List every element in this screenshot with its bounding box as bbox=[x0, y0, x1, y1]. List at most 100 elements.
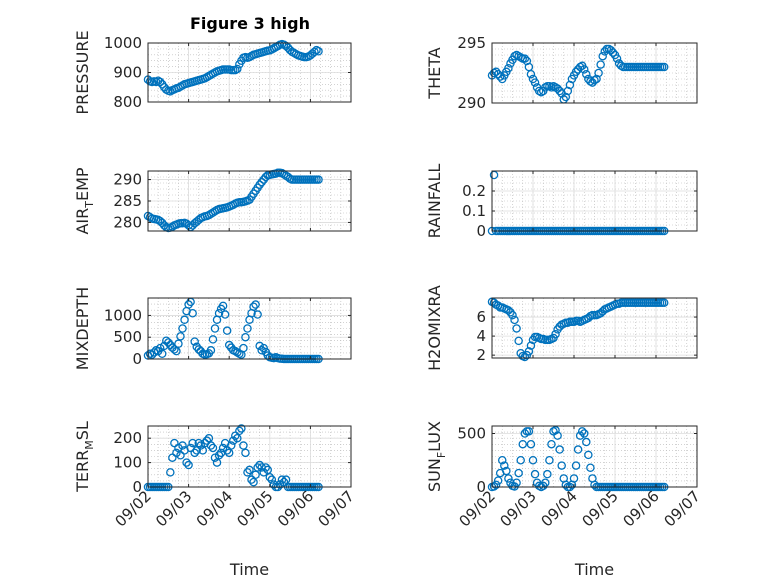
data-point bbox=[279, 477, 289, 487]
data-point bbox=[659, 298, 669, 308]
data-point bbox=[561, 480, 571, 490]
data-point bbox=[241, 332, 250, 342]
y-axis-label-subscript: T bbox=[83, 201, 96, 209]
subplot-mixdepth: 0 500 1000 MIXDEPTH bbox=[73, 287, 352, 370]
data-point bbox=[257, 346, 266, 355]
data-point bbox=[493, 476, 503, 485]
subplot-theta: 290 295 THETA bbox=[425, 34, 698, 112]
data-point bbox=[526, 341, 536, 350]
data-point bbox=[659, 62, 669, 72]
data-point bbox=[575, 431, 585, 440]
data-point bbox=[504, 474, 513, 483]
data-point bbox=[253, 463, 262, 472]
data-point bbox=[608, 48, 618, 57]
data-point bbox=[226, 441, 236, 450]
y-axis-label-main: AIR bbox=[73, 208, 92, 235]
y-axis-label: TERRMSL bbox=[73, 421, 96, 493]
data-point bbox=[155, 77, 165, 87]
axes-box bbox=[147, 425, 352, 488]
y-tick-label: 0.2 bbox=[462, 182, 486, 200]
data-point bbox=[569, 474, 579, 483]
data-point bbox=[555, 445, 564, 454]
data-point bbox=[210, 324, 220, 333]
data-point bbox=[176, 451, 185, 460]
data-point bbox=[253, 310, 262, 319]
y-tick-label: 800 bbox=[113, 93, 142, 111]
data-point bbox=[178, 441, 187, 450]
data-point bbox=[239, 343, 248, 353]
data-point bbox=[235, 426, 244, 436]
data-point bbox=[310, 47, 319, 57]
data-point bbox=[600, 47, 610, 56]
y-tick-label: 900 bbox=[113, 64, 142, 82]
data-point bbox=[524, 427, 534, 436]
axes-box bbox=[491, 297, 698, 359]
data-point bbox=[251, 300, 260, 309]
y-tick-label: 0 bbox=[476, 478, 486, 496]
data-point bbox=[188, 438, 197, 448]
data-point bbox=[598, 51, 607, 61]
y-axis-label-tail: LUX bbox=[425, 421, 444, 452]
y-axis-label-main: THETA bbox=[425, 47, 444, 99]
y-axis-label: THETA bbox=[425, 47, 444, 99]
figure-title: Figure 3 high bbox=[190, 14, 310, 33]
data-point bbox=[528, 455, 538, 465]
data-point bbox=[551, 426, 560, 435]
data-point bbox=[545, 455, 554, 465]
data-point bbox=[314, 175, 323, 184]
data-point bbox=[508, 310, 517, 320]
data-point bbox=[245, 465, 254, 475]
data-point bbox=[541, 478, 550, 487]
y-tick-label: 0 bbox=[476, 222, 486, 240]
data-point bbox=[584, 450, 593, 460]
data-point bbox=[489, 482, 499, 491]
data-point bbox=[582, 437, 591, 447]
data-point bbox=[520, 352, 530, 362]
axes-box bbox=[491, 42, 698, 104]
y-axis-label: RAINFALL bbox=[425, 164, 444, 239]
data-point bbox=[502, 466, 511, 476]
y-tick-label: 0 bbox=[132, 478, 142, 496]
subplot-h2omixra: 246 H2OMIXRA bbox=[425, 285, 698, 371]
data-point bbox=[224, 340, 234, 350]
data-point bbox=[514, 468, 523, 478]
data-point bbox=[243, 468, 252, 477]
data-point bbox=[612, 54, 622, 63]
data-point bbox=[314, 47, 323, 56]
data-point bbox=[255, 341, 264, 351]
axes-box bbox=[491, 425, 698, 488]
data-point bbox=[184, 460, 193, 470]
data-point bbox=[208, 443, 218, 453]
data-point bbox=[168, 453, 177, 462]
y-axis-label-main: SUN bbox=[425, 458, 444, 492]
data-point bbox=[231, 431, 240, 441]
x-axis-label: Time bbox=[574, 560, 614, 579]
data-point bbox=[155, 343, 165, 353]
data-point bbox=[222, 446, 232, 455]
data-point bbox=[500, 461, 509, 470]
y-axis-label: SUNFLUX bbox=[425, 421, 448, 492]
data-point bbox=[582, 69, 591, 79]
data-point bbox=[510, 315, 519, 325]
y-tick-label: 500 bbox=[113, 328, 142, 346]
data-point bbox=[530, 469, 540, 479]
data-point bbox=[594, 68, 603, 78]
y-tick-label: 100 bbox=[113, 454, 142, 472]
data-point bbox=[174, 339, 183, 348]
data-point bbox=[206, 441, 216, 450]
data-point bbox=[267, 475, 277, 484]
data-point bbox=[182, 458, 191, 467]
data-point bbox=[164, 338, 173, 347]
y-tick-label: 290 bbox=[457, 94, 486, 112]
data-point bbox=[571, 67, 581, 77]
data-point bbox=[547, 439, 556, 449]
data-point bbox=[277, 475, 287, 484]
data-point bbox=[586, 463, 595, 472]
data-point bbox=[170, 438, 179, 448]
y-axis-label-subscript: M bbox=[83, 440, 96, 450]
y-tick-label: 200 bbox=[113, 429, 142, 447]
data-point bbox=[495, 72, 505, 81]
y-tick-label: 0 bbox=[132, 350, 142, 368]
axes-box bbox=[147, 297, 352, 360]
data-point bbox=[208, 335, 218, 344]
